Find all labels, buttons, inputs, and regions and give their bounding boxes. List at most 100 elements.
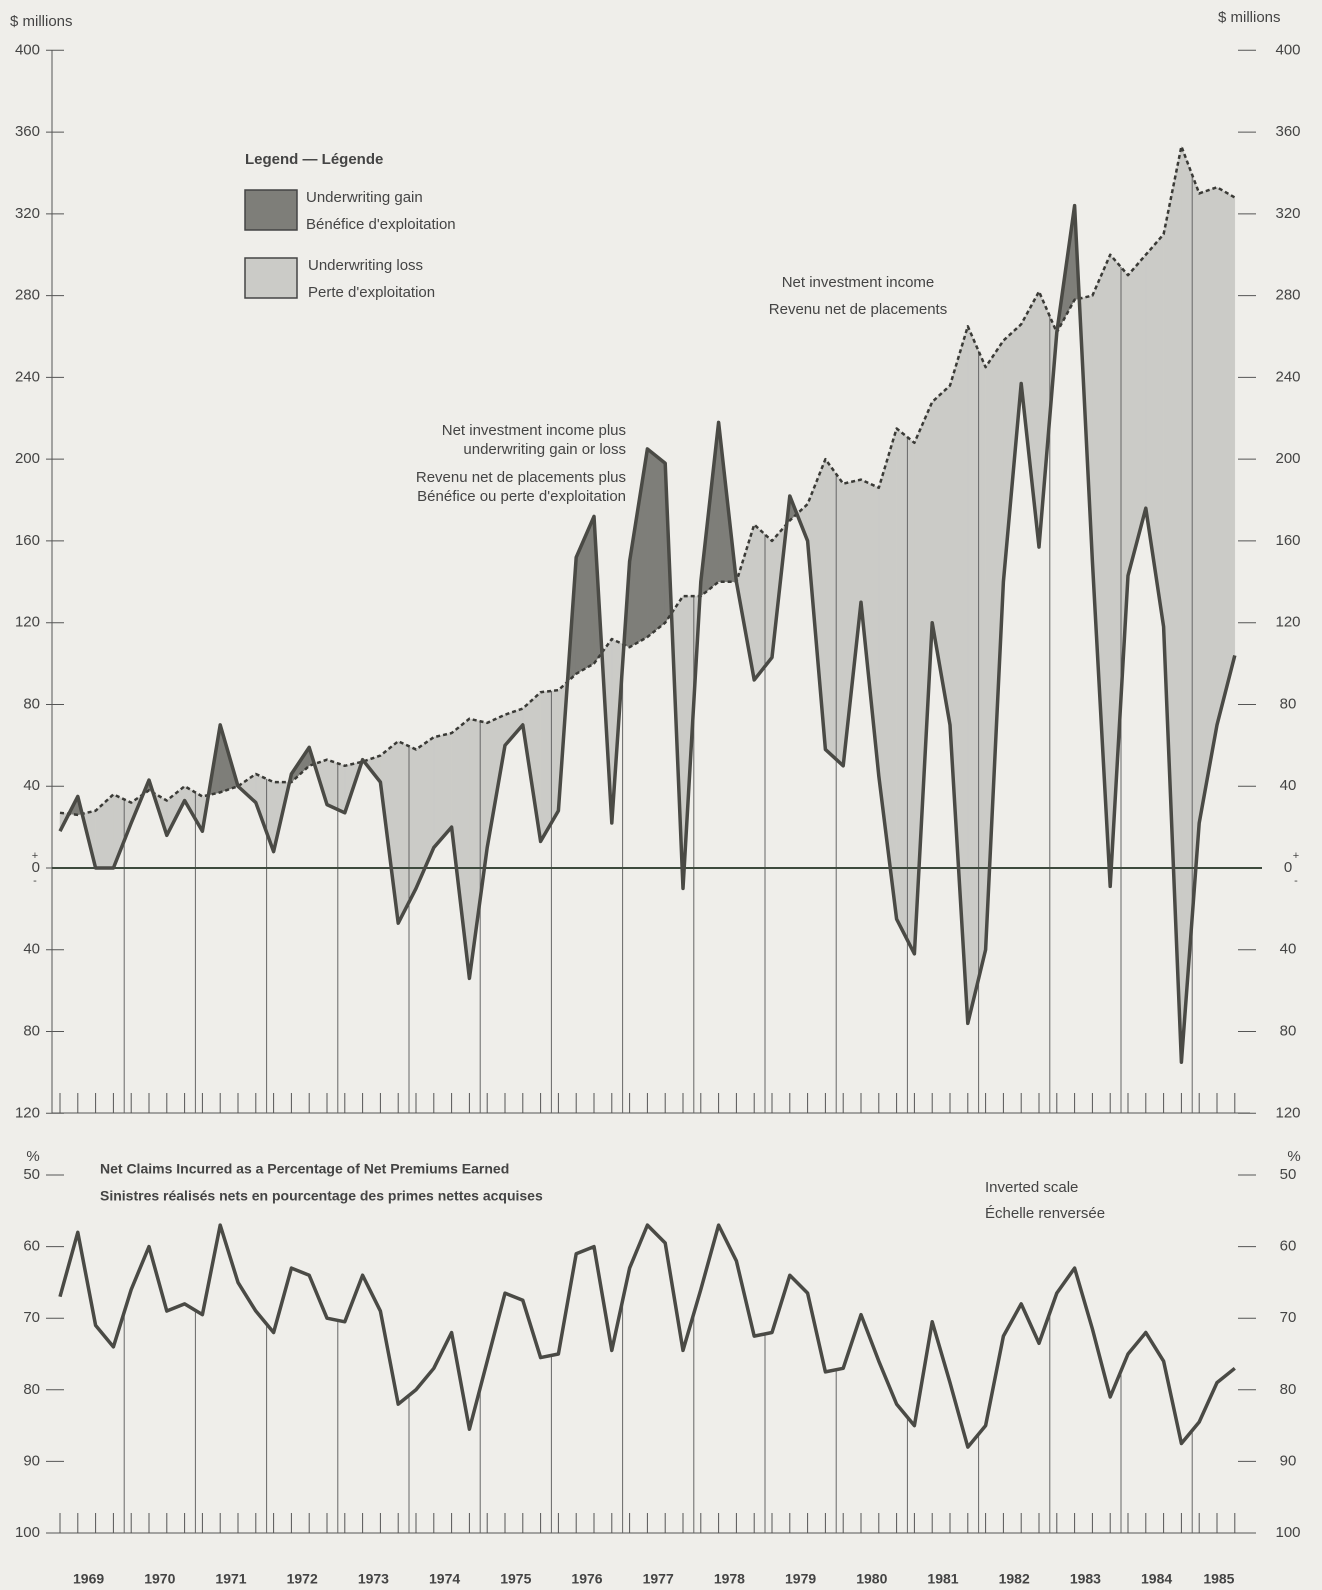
y2-tick-label: 160	[1275, 532, 1300, 549]
legend-swatch	[244, 257, 298, 299]
y2-tick-label: 400	[1275, 41, 1300, 58]
zero-sign: +	[32, 850, 38, 862]
band-fill	[1198, 186, 1218, 824]
series-line	[59, 145, 1236, 817]
x-tick-label: 1982	[999, 1571, 1030, 1587]
y-tick-label: 50	[23, 1166, 40, 1183]
x-tick-label: 1971	[215, 1571, 246, 1587]
x-tick-label: 1969	[73, 1571, 104, 1587]
band-fill	[753, 524, 773, 681]
series-line	[58, 1223, 1236, 1449]
series-annotation: Revenu net de placements	[769, 301, 947, 318]
y-axis-label: $ millions	[10, 13, 73, 30]
y-tick-label: 90	[23, 1452, 40, 1469]
y2-tick-label: 90	[1280, 1452, 1297, 1469]
y-tick-label: 80	[23, 1023, 40, 1040]
band-fill	[647, 448, 666, 638]
y2-tick-label: 120	[1275, 614, 1300, 631]
band-fill	[949, 326, 969, 1024]
series-annotation: Net investment income	[782, 274, 935, 291]
band-fill	[1127, 254, 1147, 576]
x-tick-label: 1979	[785, 1571, 816, 1587]
y2-tick-label: 320	[1275, 205, 1300, 222]
legend-label: Underwriting gain	[306, 189, 423, 206]
x-tick-label: 1970	[144, 1571, 175, 1587]
y-tick-label: 120	[15, 614, 40, 631]
y-tick-label: 80	[23, 1381, 40, 1398]
x-tick-label: 1978	[714, 1571, 745, 1587]
band-fill	[896, 427, 915, 954]
y-tick-label: 400	[15, 41, 40, 58]
y-tick-label: 160	[15, 532, 40, 549]
y-axis-label: %	[26, 1148, 39, 1165]
scale-note: Inverted scale	[985, 1179, 1078, 1196]
band-fill	[469, 718, 488, 979]
x-tick-label: 1976	[571, 1571, 602, 1587]
x-tick-label: 1984	[1141, 1571, 1172, 1587]
y2-tick-label: 80	[1280, 1381, 1297, 1398]
chart-subtitle: Sinistres réalisés nets en pourcentage d…	[100, 1188, 543, 1204]
y2-tick-label: 80	[1280, 695, 1297, 712]
y2-tick-label: 70	[1280, 1309, 1297, 1326]
band-fill	[95, 793, 114, 869]
y-tick-label: 0	[32, 859, 40, 876]
y2-tick-label: 40	[1280, 777, 1297, 794]
y2-tick-label: 120	[1275, 1104, 1300, 1121]
y-tick-label: 80	[23, 695, 40, 712]
x-tick-label: 1975	[500, 1571, 531, 1587]
y2-tick-label: 40	[1280, 941, 1297, 958]
y-tick-label: 40	[23, 941, 40, 958]
y-tick-label: 120	[15, 1104, 40, 1121]
legend-title: Legend — Légende	[245, 151, 383, 168]
band-fill	[1109, 254, 1129, 887]
y-tick-label: 200	[15, 450, 40, 467]
x-tick-label: 1980	[856, 1571, 887, 1587]
zero-sign: +	[1293, 850, 1299, 862]
y2-axis-label: $ millions	[1218, 9, 1281, 26]
y-tick-label: 40	[23, 777, 40, 794]
band-fill	[1216, 186, 1236, 725]
y2-tick-label: 80	[1280, 1023, 1297, 1040]
series-annotation: Revenu net de placements plus	[416, 469, 626, 486]
x-tick-label: 1983	[1070, 1571, 1101, 1587]
y2-tick-label: 60	[1280, 1238, 1297, 1255]
series-line	[58, 203, 1237, 1064]
band-fill	[967, 326, 986, 1024]
x-tick-label: 1985	[1203, 1571, 1234, 1587]
y2-tick-label: 200	[1275, 450, 1300, 467]
legend-label: Underwriting loss	[308, 257, 423, 274]
band-fill	[1092, 254, 1111, 887]
y2-axis-label: %	[1287, 1148, 1300, 1165]
y-tick-label: 360	[15, 123, 40, 140]
legend-label: Bénéfice d'exploitation	[306, 216, 456, 233]
y2-tick-label: 50	[1280, 1166, 1297, 1183]
y-tick-label: 240	[15, 368, 40, 385]
band-fill	[825, 458, 844, 767]
y-tick-label: 320	[15, 205, 40, 222]
y2-tick-label: 0	[1284, 859, 1292, 876]
zero-sign: -	[33, 875, 37, 887]
x-tick-label: 1972	[287, 1571, 318, 1587]
y2-tick-label: 280	[1275, 287, 1300, 304]
x-tick-label: 1974	[429, 1571, 460, 1587]
scale-note: Échelle renversée	[985, 1205, 1105, 1222]
legend-swatch	[244, 189, 298, 231]
zero-sign: -	[1294, 875, 1298, 887]
y2-tick-label: 360	[1275, 123, 1300, 140]
series-annotation: Net investment income plus	[442, 422, 626, 439]
band-fill	[1163, 146, 1182, 1063]
x-tick-label: 1981	[927, 1571, 958, 1587]
y-tick-label: 280	[15, 287, 40, 304]
y2-tick-label: 100	[1275, 1524, 1300, 1541]
y2-tick-label: 240	[1275, 368, 1300, 385]
legend-label: Perte d'exploitation	[308, 284, 435, 301]
y-tick-label: 100	[15, 1524, 40, 1541]
y-tick-label: 70	[23, 1309, 40, 1326]
x-tick-label: 1977	[643, 1571, 674, 1587]
series-annotation: underwriting gain or loss	[463, 441, 626, 458]
x-tick-label: 1973	[358, 1571, 389, 1587]
series-annotation: Bénéfice ou perte d'exploitation	[417, 488, 626, 505]
y-tick-label: 60	[23, 1238, 40, 1255]
chart-title: Net Claims Incurred as a Percentage of N…	[100, 1161, 509, 1177]
